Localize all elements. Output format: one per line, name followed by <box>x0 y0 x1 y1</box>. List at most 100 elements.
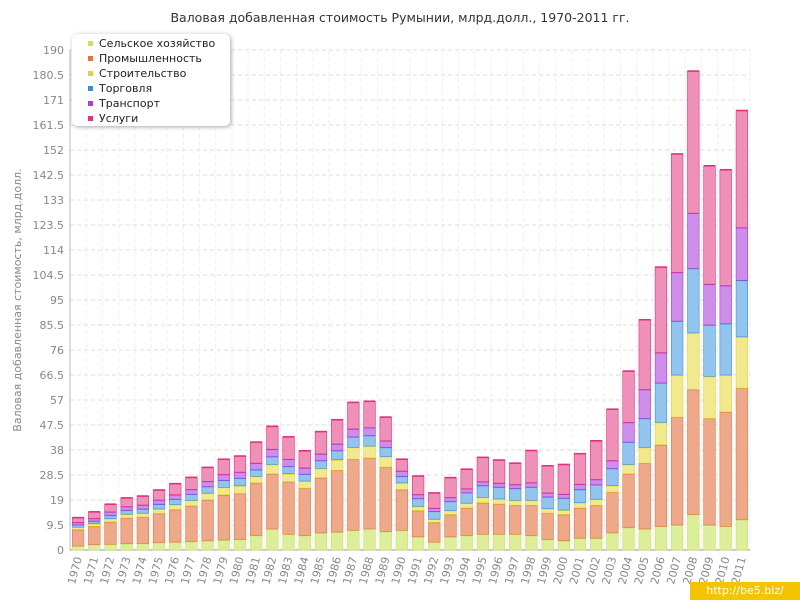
bar-segment[interactable] <box>363 427 376 436</box>
bar-segment[interactable] <box>428 522 441 543</box>
bar-segment[interactable] <box>590 537 603 551</box>
legend-item[interactable]: Услуги <box>72 111 230 126</box>
bar-segment[interactable] <box>606 485 619 493</box>
bar-segment[interactable] <box>136 495 149 506</box>
bar-segment[interactable] <box>719 285 732 324</box>
bar-segment[interactable] <box>250 535 263 551</box>
bar-segment[interactable] <box>395 529 409 551</box>
bar-segment[interactable] <box>460 468 473 489</box>
bar-segment[interactable] <box>201 499 214 542</box>
bar-segment[interactable] <box>671 524 684 551</box>
bar-segment[interactable] <box>152 542 166 551</box>
bar-segment[interactable] <box>411 510 425 538</box>
bar-segment[interactable] <box>185 499 198 507</box>
bar-segment[interactable] <box>250 462 263 471</box>
bar-segment[interactable] <box>201 486 214 494</box>
bar-segment[interactable] <box>379 447 392 457</box>
bar-segment[interactable] <box>411 475 425 495</box>
bar-segment[interactable] <box>622 370 635 423</box>
bar-segment[interactable] <box>622 464 635 474</box>
bar-segment[interactable] <box>719 374 732 413</box>
bar-segment[interactable] <box>152 513 166 543</box>
bar-segment[interactable] <box>492 486 506 500</box>
bar-segment[interactable] <box>557 464 570 495</box>
bar-segment[interactable] <box>395 476 409 484</box>
bar-segment[interactable] <box>250 441 263 464</box>
bar-segment[interactable] <box>282 458 295 467</box>
bar-segment[interactable] <box>88 526 101 546</box>
bar-segment[interactable] <box>573 453 587 485</box>
bar-segment[interactable] <box>395 489 409 531</box>
bar-segment[interactable] <box>590 504 603 539</box>
bar-segment[interactable] <box>185 505 198 542</box>
bar-segment[interactable] <box>735 110 749 228</box>
bar-segment[interactable] <box>541 465 554 494</box>
bar-segment[interactable] <box>703 283 716 326</box>
bar-segment[interactable] <box>606 408 619 461</box>
bar-segment[interactable] <box>719 526 732 551</box>
bar-segment[interactable] <box>492 459 506 484</box>
bar-segment[interactable] <box>282 481 295 535</box>
bar-segment[interactable] <box>703 524 716 551</box>
bar-segment[interactable] <box>525 504 538 536</box>
bar-segment[interactable] <box>703 376 716 419</box>
bar-segment[interactable] <box>331 469 344 533</box>
bar-segment[interactable] <box>654 422 668 446</box>
bar-segment[interactable] <box>428 541 441 551</box>
bar-segment[interactable] <box>104 543 117 551</box>
bar-segment[interactable] <box>169 509 182 543</box>
bar-segment[interactable] <box>719 169 732 286</box>
bar-segment[interactable] <box>120 543 133 551</box>
bar-segment[interactable] <box>606 460 619 469</box>
bar-segment[interactable] <box>298 480 311 489</box>
legend-item[interactable]: Торговля <box>72 81 230 96</box>
bar-segment[interactable] <box>233 493 247 540</box>
bar-segment[interactable] <box>395 482 409 490</box>
bar-segment[interactable] <box>217 487 230 496</box>
bar-segment[interactable] <box>671 153 684 273</box>
bar-segment[interactable] <box>654 526 668 551</box>
bar-segment[interactable] <box>314 460 328 469</box>
bar-segment[interactable] <box>363 457 376 530</box>
bar-segment[interactable] <box>671 374 684 418</box>
bar-segment[interactable] <box>671 320 684 376</box>
bar-segment[interactable] <box>314 453 328 461</box>
bar-segment[interactable] <box>638 528 651 551</box>
bar-segment[interactable] <box>525 450 538 483</box>
bar-segment[interactable] <box>266 528 279 551</box>
bar-segment[interactable] <box>379 531 392 551</box>
bar-segment[interactable] <box>460 492 473 504</box>
bar-segment[interactable] <box>509 504 522 535</box>
bar-segment[interactable] <box>638 319 651 390</box>
bar-segment[interactable] <box>444 536 457 551</box>
bar-segment[interactable] <box>347 447 360 460</box>
bar-segment[interactable] <box>606 468 619 486</box>
bar-segment[interactable] <box>590 498 603 506</box>
bar-segment[interactable] <box>687 332 700 390</box>
bar-segment[interactable] <box>363 445 376 459</box>
bar-segment[interactable] <box>638 389 651 419</box>
bar-segment[interactable] <box>136 516 149 544</box>
bar-segment[interactable] <box>266 456 279 465</box>
bar-segment[interactable] <box>120 497 133 507</box>
bar-segment[interactable] <box>266 473 279 530</box>
bar-segment[interactable] <box>363 435 376 447</box>
bar-segment[interactable] <box>169 541 182 551</box>
bar-segment[interactable] <box>233 485 247 494</box>
bar-segment[interactable] <box>492 533 506 551</box>
bar-segment[interactable] <box>71 529 85 547</box>
bar-segment[interactable] <box>671 416 684 526</box>
bar-segment[interactable] <box>476 502 489 535</box>
bar-segment[interactable] <box>331 531 344 551</box>
bar-segment[interactable] <box>185 493 198 501</box>
bar-segment[interactable] <box>169 483 182 496</box>
bar-segment[interactable] <box>573 537 587 551</box>
bar-segment[interactable] <box>185 541 198 551</box>
bar-segment[interactable] <box>525 535 538 551</box>
legend-item[interactable]: Строительство <box>72 66 230 81</box>
bar-segment[interactable] <box>719 323 732 376</box>
bar-segment[interactable] <box>347 402 360 430</box>
bar-segment[interactable] <box>622 473 635 528</box>
bar-segment[interactable] <box>606 532 619 551</box>
bar-segment[interactable] <box>104 521 117 545</box>
